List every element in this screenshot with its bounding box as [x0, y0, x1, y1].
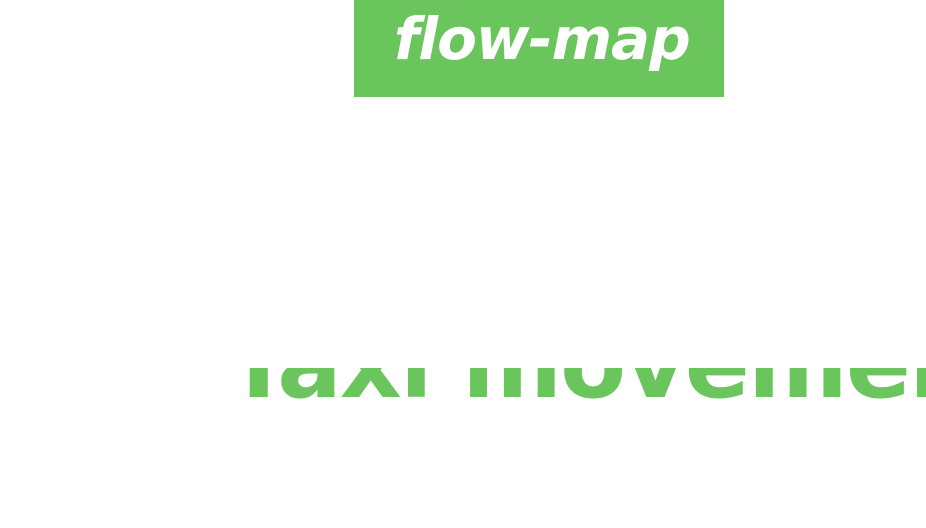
headline-clip: Taxi movements — [226, 368, 926, 408]
flow-map-badge: flow-map — [354, 0, 724, 97]
headline-title: Taxi movements — [226, 368, 926, 408]
badge-label: flow-map — [394, 5, 691, 73]
